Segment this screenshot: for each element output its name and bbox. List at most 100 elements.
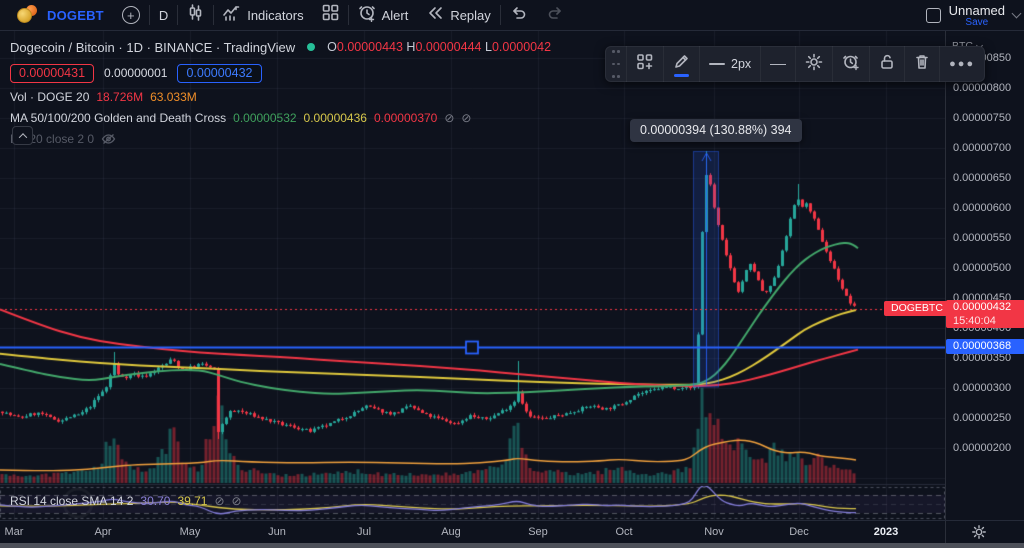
ellipsis-icon: ●●● bbox=[949, 58, 976, 70]
template-button[interactable] bbox=[627, 46, 664, 82]
eye-hidden-icon[interactable] bbox=[101, 133, 116, 145]
price-axis-label: 0.00000300 bbox=[953, 382, 1012, 394]
replay-rewind-icon bbox=[426, 5, 444, 26]
ma-legend[interactable]: MA 50/100/200 Golden and Death Cross 0.0… bbox=[10, 110, 472, 125]
price-axis-label: 0.00000700 bbox=[953, 142, 1012, 154]
redo-icon bbox=[546, 5, 564, 26]
time-axis-label: Nov bbox=[704, 526, 724, 538]
ma200-value: 0.00000370 bbox=[373, 110, 438, 125]
toolbar-drag-handle[interactable] bbox=[606, 46, 627, 82]
time-axis-label: Dec bbox=[789, 526, 809, 538]
spread-value: 0.00000001 bbox=[104, 66, 168, 80]
time-axis-label: Aug bbox=[441, 526, 461, 538]
legend-collapse-button[interactable] bbox=[12, 126, 33, 145]
buy-price-button[interactable]: 0.00000432 bbox=[177, 63, 262, 83]
time-axis-year-label: 2023 bbox=[873, 526, 899, 538]
chart-title[interactable]: Dogecoin / Bitcoin · 1D · BINANCE · Trad… bbox=[10, 39, 296, 55]
redo-button[interactable] bbox=[537, 0, 573, 31]
sell-price-button[interactable]: 0.00000431 bbox=[10, 63, 95, 83]
trash-icon bbox=[914, 53, 930, 75]
price-axis-label: 0.00000250 bbox=[953, 412, 1012, 424]
candlestick-icon bbox=[187, 4, 204, 26]
volume-ma-value: 63.033M bbox=[150, 89, 197, 104]
volume-value: 18.726M bbox=[96, 89, 144, 104]
pencil-icon bbox=[673, 53, 690, 75]
disabled-icon[interactable]: ⊘ bbox=[461, 110, 472, 125]
indicators-button[interactable]: Indicators bbox=[214, 0, 312, 31]
line-style-icon bbox=[770, 63, 787, 65]
settings-button[interactable] bbox=[796, 46, 834, 82]
market-status-dot bbox=[307, 43, 316, 51]
price-axis-label: 0.00000500 bbox=[953, 262, 1012, 274]
axis-corner-separator bbox=[945, 521, 946, 544]
disabled-icon[interactable]: ⊘ bbox=[214, 494, 225, 508]
alert-button[interactable]: Alert bbox=[349, 0, 418, 31]
indicators-icon bbox=[223, 5, 241, 26]
separator bbox=[177, 5, 179, 25]
price-axis-label: 0.00000800 bbox=[953, 82, 1012, 94]
bar-countdown: 15:40:04 bbox=[953, 314, 996, 327]
separator bbox=[213, 5, 215, 25]
price-axis-label: 0.00000650 bbox=[953, 172, 1012, 184]
ma50-value: 0.00000532 bbox=[233, 110, 297, 125]
plus-icon: + bbox=[121, 6, 140, 24]
undo-button[interactable] bbox=[501, 0, 537, 31]
separator bbox=[499, 5, 501, 25]
line-color-button[interactable] bbox=[664, 46, 700, 82]
time-axis-label: May bbox=[179, 526, 201, 538]
symbol-search-button[interactable]: DOGEBT bbox=[0, 0, 113, 31]
volume-legend[interactable]: Vol · DOGE 20 18.726M 63.033M bbox=[10, 89, 197, 104]
time-axis-label: Jun bbox=[268, 526, 286, 538]
last-price: 0.00000432 bbox=[953, 300, 1012, 313]
price-axis-label: 0.00000350 bbox=[953, 352, 1012, 364]
layout-name: Unnamed bbox=[948, 2, 1005, 18]
save-link[interactable]: Save bbox=[965, 16, 989, 28]
layout-name-menu[interactable]: Unnamed Save bbox=[949, 4, 1005, 28]
replay-button[interactable]: Replay bbox=[417, 0, 499, 31]
chevron-down-icon[interactable] bbox=[1011, 8, 1022, 19]
lock-button[interactable] bbox=[870, 46, 906, 82]
time-axis-label: Apr bbox=[94, 526, 112, 538]
time-axis-label: Sep bbox=[528, 526, 548, 538]
dogecoin-logo-icon bbox=[15, 5, 41, 25]
drawing-toolbar: 2px ●●● bbox=[605, 46, 986, 82]
compare-add-button[interactable]: + bbox=[113, 0, 149, 31]
bb-legend[interactable]: BB 20 close 2 0 bbox=[10, 131, 551, 146]
price-axis[interactable]: BTC 0.000008500.000008000.000007500.0000… bbox=[945, 31, 1024, 520]
price-axis-label: 0.00000750 bbox=[953, 112, 1012, 124]
separator bbox=[347, 5, 349, 25]
window-bottom-edge bbox=[0, 543, 1024, 548]
ma100-value: 0.00000436 bbox=[303, 110, 367, 125]
rsi-value: 30.70 bbox=[140, 494, 171, 508]
pane-legend: Dogecoin / Bitcoin · 1D · BINANCE · Trad… bbox=[10, 38, 551, 146]
line-style-button[interactable] bbox=[761, 46, 797, 82]
chart-canvas[interactable] bbox=[0, 31, 945, 520]
ohlc-values: O0.00000443 H0.00000444 L0.0000042 bbox=[327, 40, 552, 54]
price-axis-label: 0.00000200 bbox=[953, 442, 1012, 454]
timezone-gear-icon[interactable] bbox=[971, 524, 987, 545]
disabled-icon[interactable]: ⊘ bbox=[444, 110, 455, 125]
save-layout-icon[interactable] bbox=[925, 8, 941, 23]
add-alert-button[interactable] bbox=[833, 46, 871, 82]
delete-button[interactable] bbox=[905, 46, 941, 82]
layout-grid-button[interactable] bbox=[313, 0, 348, 31]
line-width-button[interactable]: 2px bbox=[700, 46, 762, 82]
rsi-legend[interactable]: RSI 14 close SMA 14 2 30.70 39.71 ⊘ ⊘ bbox=[10, 494, 242, 508]
price-axis-label: 0.00000600 bbox=[953, 202, 1012, 214]
rsi-sma-value: 39.71 bbox=[177, 494, 208, 508]
line-width-icon bbox=[709, 63, 725, 65]
symbol-price-tag: DOGEBTC bbox=[884, 300, 950, 316]
chart-style-button[interactable] bbox=[178, 0, 213, 31]
disabled-icon[interactable]: ⊘ bbox=[231, 494, 242, 508]
more-options-button[interactable]: ●●● bbox=[940, 46, 984, 82]
price-axis-label: 0.00000550 bbox=[953, 232, 1012, 244]
template-add-icon bbox=[636, 53, 654, 76]
alarm-add-icon bbox=[842, 53, 860, 76]
time-axis[interactable]: Mar Apr May Jun Jul Aug Sep Oct Nov Dec 2023 bbox=[0, 520, 1024, 545]
grid-layout-icon bbox=[322, 4, 339, 26]
unlock-icon bbox=[879, 53, 895, 75]
interval-button[interactable]: D bbox=[158, 7, 169, 23]
time-axis-label: Jul bbox=[356, 526, 372, 538]
line-width-value: 2px bbox=[731, 57, 752, 71]
